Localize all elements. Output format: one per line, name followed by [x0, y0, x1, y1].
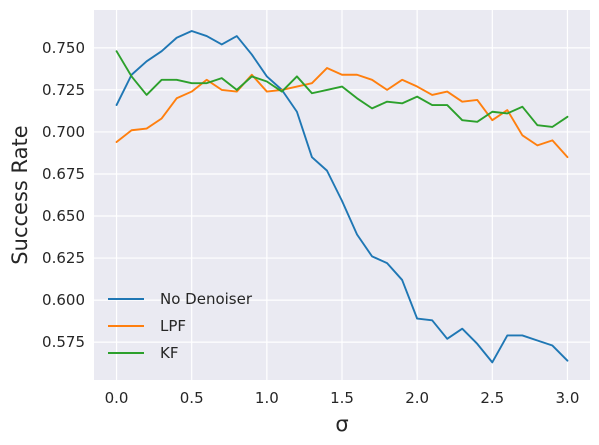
- legend: No Denoiser LPF KF: [108, 290, 253, 362]
- x-tick-label: 0.0: [105, 389, 129, 407]
- y-tick-label: 0.650: [42, 207, 85, 225]
- x-tick-label: 1.5: [330, 389, 354, 407]
- series-line-kf: [115, 50, 569, 128]
- y-tick-label: 0.725: [42, 81, 85, 99]
- x-tick-label: 0.5: [180, 389, 204, 407]
- y-tick-label: 0.750: [42, 39, 85, 57]
- x-tick-label: 2.0: [405, 389, 429, 407]
- y-tick-labels: 0.575 0.600 0.625 0.650 0.675 0.700 0.725 0.750: [42, 39, 85, 351]
- x-gridlines: [115, 10, 569, 380]
- x-tick-label: 1.0: [255, 389, 279, 407]
- y-gridlines: [94, 47, 590, 343]
- x-tick-label: 3.0: [556, 389, 580, 407]
- series-lines: [115, 30, 569, 364]
- legend-label: LPF: [160, 317, 186, 335]
- legend-label: KF: [160, 344, 178, 362]
- x-tick-labels: 0.0 0.5 1.0 1.5 2.0 2.5 3.0: [105, 389, 580, 407]
- x-axis-label: σ: [335, 412, 348, 436]
- y-tick-label: 0.600: [42, 291, 85, 309]
- x-tick-label: 2.5: [480, 389, 504, 407]
- series-line-lpf: [115, 67, 569, 159]
- y-tick-label: 0.575: [42, 333, 85, 351]
- y-tick-label: 0.625: [42, 249, 85, 267]
- y-tick-label: 0.700: [42, 123, 85, 141]
- legend-label: No Denoiser: [160, 290, 253, 308]
- series-line-no-denoiser: [115, 30, 569, 364]
- y-tick-label: 0.675: [42, 165, 85, 183]
- y-axis-label: Success Rate: [8, 125, 32, 264]
